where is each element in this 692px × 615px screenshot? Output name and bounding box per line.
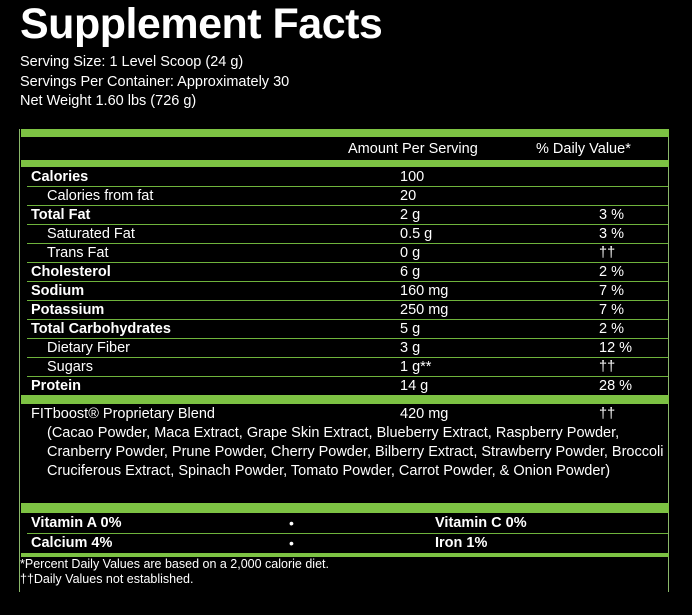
- nutrient-name: Sodium: [31, 283, 85, 299]
- nutrient-amount: 160 mg: [400, 283, 449, 299]
- row-divider: [27, 533, 668, 534]
- net-weight: Net Weight 1.60 lbs (726 g): [20, 93, 197, 109]
- servings-per-container: Servings Per Container: Approximately 30: [20, 74, 290, 90]
- row-divider: [27, 243, 668, 244]
- nutrient-name: Calories from fat: [47, 188, 154, 204]
- nutrient-daily-value: 7 %: [599, 283, 624, 299]
- nutrient-daily-value: 3 %: [599, 226, 624, 242]
- header-daily-value: % Daily Value*: [536, 141, 631, 157]
- row-divider: [27, 319, 668, 320]
- nutrient-daily-value: 28 %: [599, 378, 633, 394]
- bullet-separator: •: [289, 535, 294, 551]
- row-divider: [27, 262, 668, 263]
- nutrient-name: Total Carbohydrates: [31, 321, 171, 337]
- table-row: Cholesterol 6 g 2 %: [0, 263, 692, 282]
- protein-green-band: [21, 395, 669, 404]
- table-row: Dietary Fiber 3 g 12 %: [0, 339, 692, 358]
- nutrient-amount: 6 g: [400, 264, 421, 280]
- nutrient-daily-value: ††: [599, 359, 616, 375]
- blend-name: FITboost® Proprietary Blend: [31, 406, 215, 422]
- blend-row: FITboost® Proprietary Blend 420 mg ††: [0, 405, 692, 424]
- row-divider: [27, 281, 668, 282]
- table-row: Total Fat 2 g 3 %: [0, 206, 692, 225]
- table-row: Calories 100: [0, 168, 692, 187]
- nutrient-amount: 3 g: [400, 340, 421, 356]
- footnote-not-established: ††Daily Values not established.: [20, 572, 194, 586]
- vitamin-c: Vitamin C 0%: [435, 515, 527, 531]
- nutrient-name: Cholesterol: [31, 264, 111, 280]
- nutrient-daily-value: 2 %: [599, 264, 624, 280]
- nutrient-amount: 1 g**: [400, 359, 432, 375]
- vitamin-a: Vitamin A 0%: [31, 515, 122, 531]
- row-divider: [27, 186, 668, 187]
- nutrient-name: Dietary Fiber: [47, 340, 130, 356]
- header-green-band: [21, 160, 669, 167]
- row-divider: [27, 300, 668, 301]
- row-divider: [27, 357, 668, 358]
- serving-size: Serving Size: 1 Level Scoop (24 g): [20, 54, 244, 70]
- blend-ingredients: (Cacao Powder, Maca Extract, Grape Skin …: [47, 425, 664, 479]
- row-divider: [27, 338, 668, 339]
- table-row: Calories from fat 20: [0, 187, 692, 206]
- nutrient-daily-value: 3 %: [599, 207, 624, 223]
- iron: Iron 1%: [435, 535, 488, 551]
- blend-daily-value: ††: [599, 406, 616, 422]
- table-row: Sugars 1 g** ††: [0, 358, 692, 377]
- nutrient-name: Total Fat: [31, 207, 91, 223]
- nutrient-amount: 5 g: [400, 321, 421, 337]
- header-amount: Amount Per Serving: [348, 141, 478, 157]
- bullet-separator: •: [289, 515, 294, 531]
- nutrient-name: Potassium: [31, 302, 105, 318]
- row-divider: [27, 205, 668, 206]
- nutrient-amount: 0 g: [400, 245, 421, 261]
- nutrient-amount: 20: [400, 188, 417, 204]
- nutrient-name: Calories: [31, 169, 89, 185]
- nutrient-amount: 2 g: [400, 207, 421, 223]
- nutrient-daily-value: 12 %: [599, 340, 633, 356]
- nutrient-name: Saturated Fat: [47, 226, 135, 242]
- nutrient-amount: 0.5 g: [400, 226, 433, 242]
- nutrient-amount: 14 g: [400, 378, 429, 394]
- top-green-band: [21, 129, 669, 137]
- nutrient-name: Protein: [31, 378, 81, 394]
- nutrient-amount: 100: [400, 169, 425, 185]
- facts-panel-border: [19, 129, 669, 592]
- table-row: Protein 14 g 28 %: [0, 377, 692, 396]
- nutrient-amount: 250 mg: [400, 302, 449, 318]
- row-divider: [27, 224, 668, 225]
- blend-amount: 420 mg: [400, 406, 449, 422]
- nutrient-daily-value: 2 %: [599, 321, 624, 337]
- row-divider: [27, 376, 668, 377]
- nutrient-name: Sugars: [47, 359, 93, 375]
- table-row: Trans Fat 0 g ††: [0, 244, 692, 263]
- nutrient-name: Trans Fat: [47, 245, 109, 261]
- table-row: Saturated Fat 0.5 g 3 %: [0, 225, 692, 244]
- nutrient-daily-value: 7 %: [599, 302, 624, 318]
- vitamin-green-band: [21, 503, 669, 513]
- bottom-green-band: [21, 553, 669, 557]
- nutrient-daily-value: ††: [599, 245, 616, 261]
- table-row: Potassium 250 mg 7 %: [0, 301, 692, 320]
- table-row: Sodium 160 mg 7 %: [0, 282, 692, 301]
- calcium: Calcium 4%: [31, 535, 113, 551]
- footnote-daily-values: *Percent Daily Values are based on a 2,0…: [20, 557, 329, 571]
- page-title: Supplement Facts: [20, 0, 383, 48]
- table-row: Total Carbohydrates 5 g 2 %: [0, 320, 692, 339]
